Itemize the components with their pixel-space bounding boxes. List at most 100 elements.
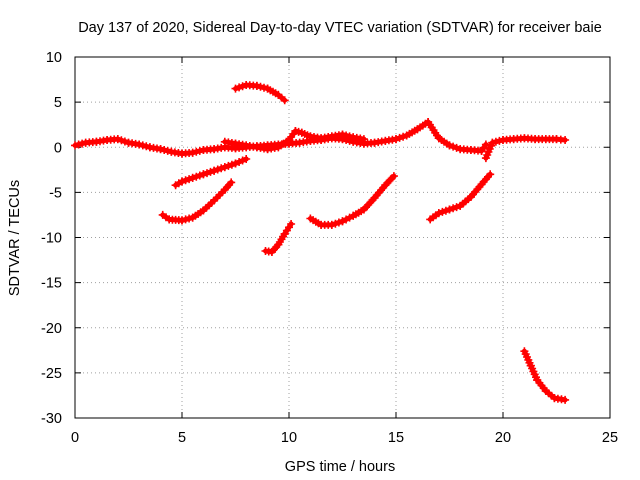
data-point xyxy=(217,164,226,173)
data-point xyxy=(231,84,240,93)
data-point xyxy=(142,142,151,151)
data-point xyxy=(192,147,201,156)
data-point xyxy=(327,220,336,229)
data-point xyxy=(481,140,490,149)
y-tick-label: -30 xyxy=(41,411,62,427)
data-point xyxy=(224,161,233,170)
data-point xyxy=(199,170,208,179)
data-point xyxy=(227,160,236,169)
data-point xyxy=(449,142,458,151)
series-main-band-c xyxy=(481,134,570,163)
data-point xyxy=(495,136,504,145)
y-tick-label: 10 xyxy=(46,50,62,66)
data-point xyxy=(195,171,204,180)
data-point xyxy=(561,136,570,144)
y-tick-label: -10 xyxy=(41,231,62,247)
data-point xyxy=(452,143,461,152)
data-point xyxy=(188,148,197,157)
data-point xyxy=(389,172,398,181)
data-point xyxy=(235,158,244,166)
data-point xyxy=(181,215,190,224)
data-point xyxy=(203,169,211,178)
data-point xyxy=(561,395,570,404)
series-dip-09-10 xyxy=(261,220,296,256)
series-dip-17-19 xyxy=(426,170,495,224)
x-tick-label: 25 xyxy=(602,430,618,446)
x-axis-label: GPS time / hours xyxy=(285,459,395,475)
data-point xyxy=(392,135,400,144)
series-dip-04-07 xyxy=(158,178,236,225)
data-point xyxy=(220,163,229,172)
series-dip-11-15 xyxy=(306,172,398,229)
data-point xyxy=(345,132,354,141)
data-point xyxy=(156,145,165,154)
data-point xyxy=(486,170,495,179)
series-arc-positive xyxy=(231,81,289,105)
y-axis-label: SDTVAR / TECUs xyxy=(7,180,23,296)
data-point xyxy=(210,166,219,175)
series-main-band-b xyxy=(220,127,368,154)
data-point xyxy=(238,156,247,165)
y-tick-label: 5 xyxy=(54,95,62,111)
data-point xyxy=(242,155,251,163)
data-point xyxy=(138,141,147,150)
data-point xyxy=(71,141,79,150)
y-tick-label: -20 xyxy=(41,321,62,337)
data-point xyxy=(359,135,368,144)
data-point xyxy=(78,139,87,148)
x-tick-label: 15 xyxy=(388,430,404,446)
data-point xyxy=(338,130,347,139)
data-point xyxy=(227,178,236,187)
x-tick-label: 10 xyxy=(281,430,297,446)
y-tick-label: -5 xyxy=(49,185,62,201)
data-marks xyxy=(71,81,570,404)
data-point xyxy=(260,83,268,92)
data-point xyxy=(338,217,347,226)
data-point xyxy=(231,159,240,168)
data-point xyxy=(235,83,244,92)
data-point xyxy=(163,146,172,155)
data-point xyxy=(449,204,458,213)
data-point xyxy=(188,173,197,182)
data-point xyxy=(491,137,500,146)
data-point xyxy=(445,205,454,214)
data-point xyxy=(160,146,169,154)
y-tick-label: -15 xyxy=(41,276,62,292)
x-tick-label: 20 xyxy=(495,430,511,446)
x-tick-label: 0 xyxy=(71,430,79,446)
data-point xyxy=(135,140,144,149)
data-point xyxy=(181,176,190,185)
data-point xyxy=(256,82,265,91)
y-tick-label: 0 xyxy=(54,140,62,156)
data-point xyxy=(441,206,450,215)
data-point xyxy=(287,220,296,228)
data-point xyxy=(238,82,247,91)
data-point xyxy=(185,214,194,223)
data-point xyxy=(178,216,186,225)
data-point xyxy=(434,209,443,218)
series-deep-drop xyxy=(520,347,570,404)
data-point xyxy=(185,175,194,184)
series-main-band-a xyxy=(71,118,490,158)
data-point xyxy=(213,165,222,174)
data-point xyxy=(342,131,351,140)
data-point xyxy=(488,138,497,147)
data-point xyxy=(331,219,340,228)
axis-ticks: 0 5 10 15 20 25 10 5 0 -5 -10 -15 -20 -25 -30 xyxy=(41,50,618,446)
data-point xyxy=(445,141,454,150)
data-point xyxy=(74,140,83,149)
series-early-rise xyxy=(171,155,251,190)
grid xyxy=(75,57,610,418)
data-point xyxy=(120,137,129,146)
data-point xyxy=(206,167,215,176)
data-point xyxy=(399,132,408,141)
data-point xyxy=(113,135,122,144)
x-tick-label: 5 xyxy=(178,430,186,446)
data-point xyxy=(117,136,126,145)
data-point xyxy=(452,203,461,212)
data-point xyxy=(178,177,186,186)
data-point xyxy=(345,213,354,222)
y-tick-label: -25 xyxy=(41,366,62,382)
data-point xyxy=(195,146,204,155)
